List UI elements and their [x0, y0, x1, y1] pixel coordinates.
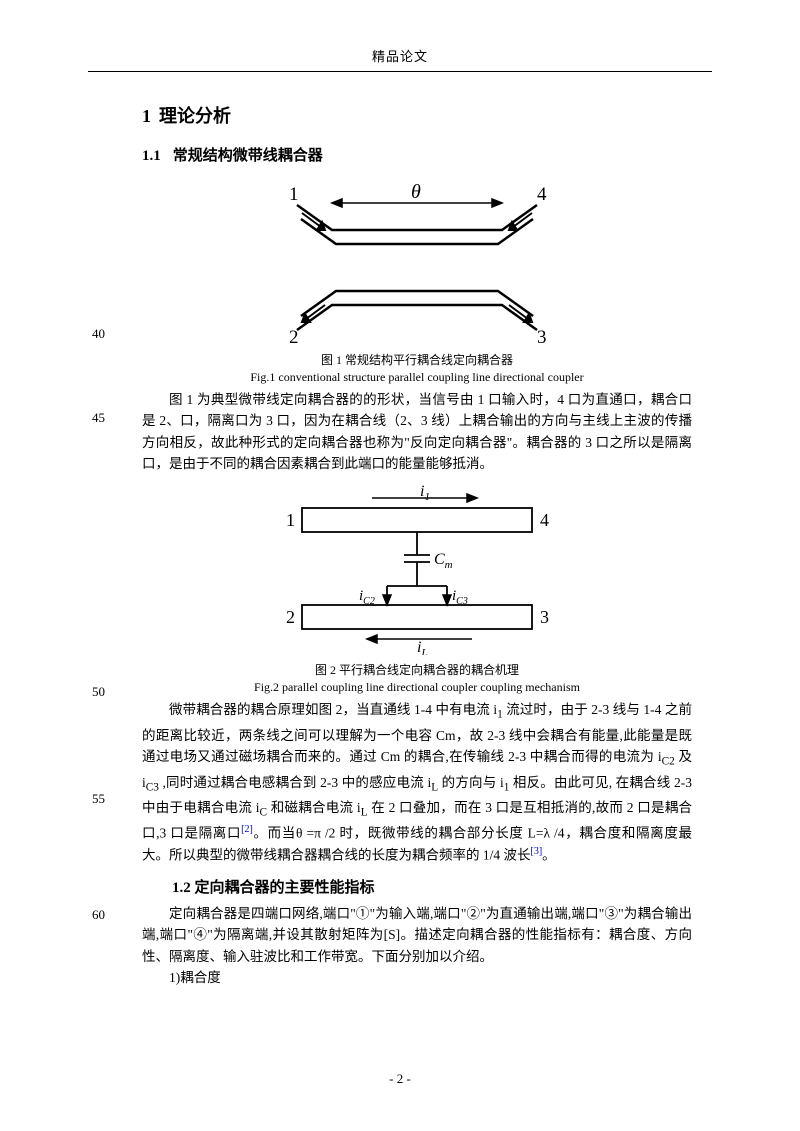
paragraph-2: 微带耦合器的耦合原理如图 2，当直通线 1-4 中有电流 i1 流过时，由于 2…: [142, 699, 692, 866]
fig1-label-2: 2: [289, 327, 299, 345]
fig2-svg: 1 4 2 3 i1 Cm iC2 iC3 iL: [242, 480, 592, 655]
line-no-45: 45: [92, 410, 105, 426]
fig1-label-4: 4: [537, 184, 547, 205]
fig1-label-3: 3: [537, 327, 547, 345]
list-item-1: 1)耦合度: [142, 967, 692, 988]
fig2-il: iL: [417, 639, 428, 655]
line-no-55: 55: [92, 791, 105, 807]
citation-3: [3]: [531, 846, 543, 857]
fig2-cm: Cm: [434, 551, 453, 571]
fig2-i1: i1: [420, 483, 430, 503]
fig2-p3: 3: [540, 607, 549, 627]
section-heading: 1 理论分析: [142, 102, 692, 128]
fig1-svg: 1 4 2 3 θ: [237, 175, 597, 345]
figure-1: 1 4 2 3 θ: [142, 175, 692, 345]
line-no-50: 50: [92, 684, 105, 700]
fig2-caption-en: Fig.2 parallel coupling line directional…: [142, 680, 692, 695]
fig1-caption-cn: 图 1 常规结构平行耦合线定向耦合器: [142, 351, 692, 368]
fig2-p1: 1: [286, 510, 295, 530]
fig1-label-1: 1: [289, 184, 299, 205]
citation-2: [2]: [241, 824, 253, 835]
section-title: 理论分析: [159, 106, 231, 126]
subsection-2-heading: 1.2 定向耦合器的主要性能指标: [142, 876, 692, 897]
content-area: 1 理论分析 1.1 常规结构微带线耦合器 1 4: [0, 72, 800, 988]
subsection-num: 1.1: [142, 148, 161, 164]
fig2-p4: 4: [540, 510, 549, 530]
fig2-caption-cn: 图 2 平行耦合线定向耦合器的耦合机理: [142, 661, 692, 678]
page-header: 精品论文: [0, 0, 800, 65]
page-number: - 2 -: [0, 1071, 800, 1087]
subsection-heading: 1.1 常规结构微带线耦合器: [142, 144, 692, 165]
paragraph-1: 图 1 为典型微带线定向耦合器的的形状，当信号由 1 口输入时，4 口为直通口，…: [142, 389, 692, 474]
fig2-p2: 2: [286, 607, 295, 627]
line-no-60: 60: [92, 907, 105, 923]
fig1-theta: θ: [411, 181, 421, 203]
line-no-40: 40: [92, 326, 105, 342]
paragraph-3: 定向耦合器是四端口网络,端口"①"为输入端,端口"②"为直通输出端,端口"③"为…: [142, 903, 692, 967]
section-num: 1: [142, 106, 151, 126]
figure-2: 1 4 2 3 i1 Cm iC2 iC3 iL: [142, 480, 692, 655]
fig1-caption-en: Fig.1 conventional structure parallel co…: [142, 370, 692, 385]
subsection-title: 常规结构微带线耦合器: [173, 148, 323, 164]
